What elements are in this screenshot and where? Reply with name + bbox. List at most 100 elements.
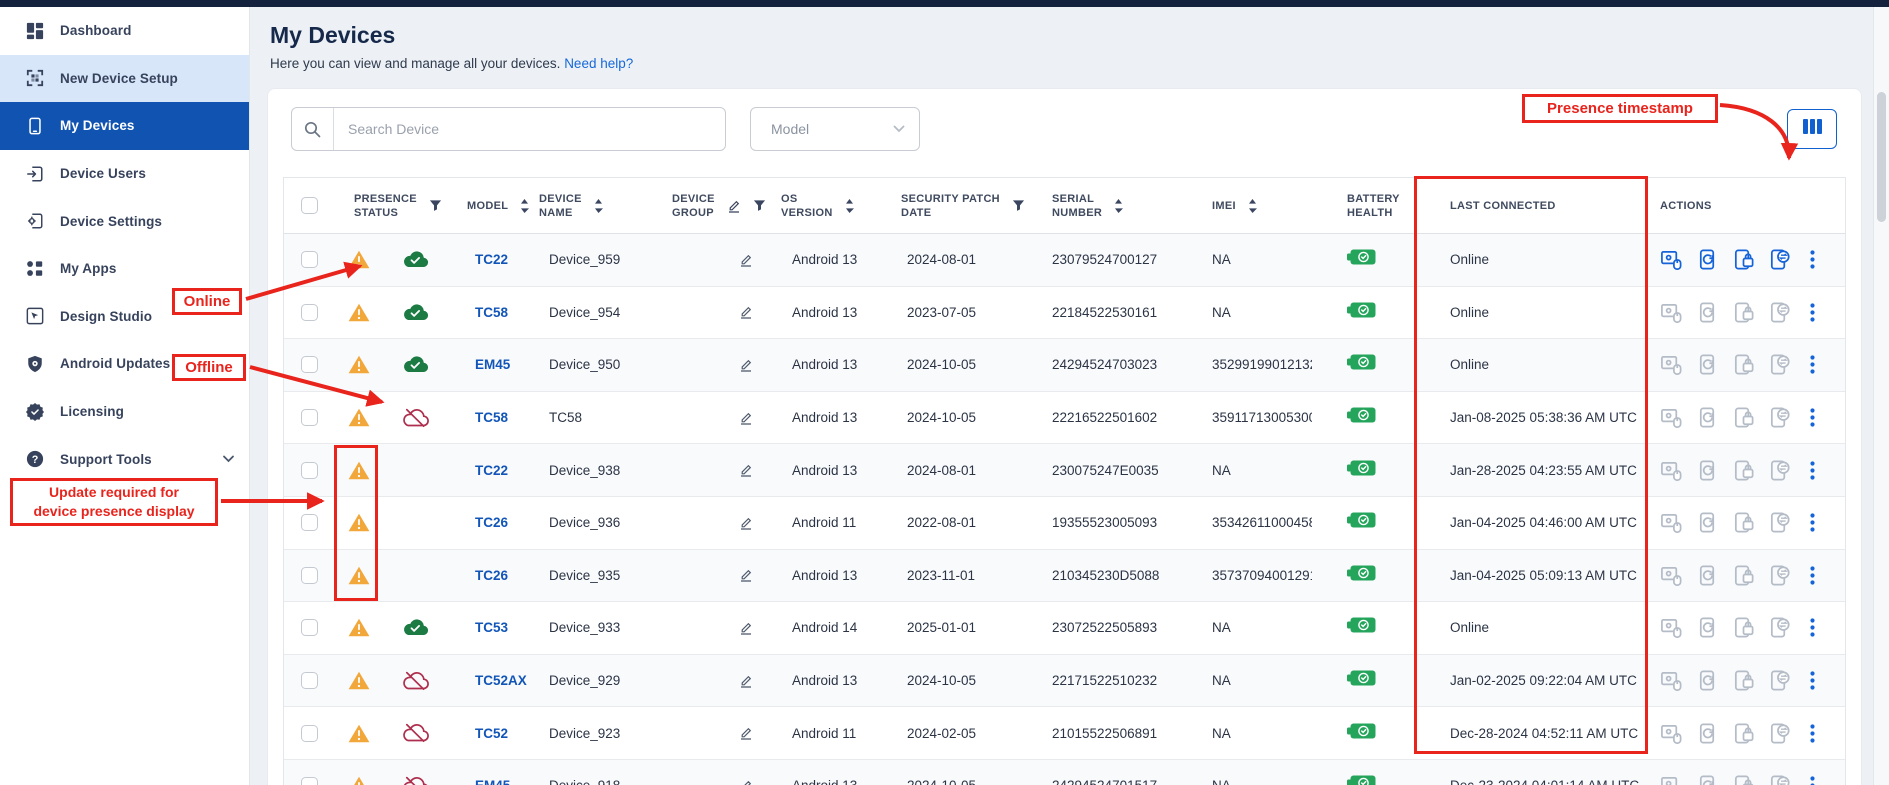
- reboot-device-action-icon[interactable]: [1696, 669, 1719, 692]
- reboot-device-action-icon[interactable]: [1696, 353, 1719, 376]
- reboot-device-action-icon[interactable]: [1696, 459, 1719, 482]
- row-checkbox[interactable]: [300, 619, 318, 637]
- sort-icon[interactable]: [594, 198, 603, 213]
- more-actions-kebab-icon[interactable]: [1810, 724, 1815, 743]
- lock-device-action-icon[interactable]: [1732, 564, 1755, 587]
- remote-view-action-icon[interactable]: [1660, 406, 1683, 429]
- more-actions-kebab-icon[interactable]: [1810, 408, 1815, 427]
- remote-view-action-icon[interactable]: [1660, 511, 1683, 534]
- model-link[interactable]: TC26: [475, 515, 509, 531]
- sort-icon[interactable]: [845, 198, 854, 213]
- model-link[interactable]: TC22: [475, 462, 509, 478]
- message-device-action-icon[interactable]: [1768, 669, 1791, 692]
- model-link[interactable]: TC53: [475, 620, 509, 636]
- more-actions-kebab-icon[interactable]: [1810, 671, 1815, 690]
- edit-device-group-icon[interactable]: [739, 253, 753, 267]
- more-actions-kebab-icon[interactable]: [1810, 776, 1815, 785]
- more-actions-kebab-icon[interactable]: [1810, 303, 1815, 322]
- model-filter-dropdown[interactable]: Model: [750, 107, 920, 151]
- remote-view-action-icon[interactable]: [1660, 353, 1683, 376]
- remote-view-action-icon[interactable]: [1660, 459, 1683, 482]
- sidebar-item-dashboard[interactable]: Dashboard: [0, 7, 249, 55]
- remote-view-action-icon[interactable]: [1660, 669, 1683, 692]
- column-settings-button[interactable]: [1787, 109, 1837, 149]
- reboot-device-action-icon[interactable]: [1696, 248, 1719, 271]
- sidebar-item-my-apps[interactable]: My Apps: [0, 245, 249, 293]
- model-link[interactable]: TC58: [475, 410, 509, 426]
- row-checkbox[interactable]: [300, 251, 318, 269]
- message-device-action-icon[interactable]: [1768, 511, 1791, 534]
- message-device-action-icon[interactable]: [1768, 248, 1791, 271]
- sidebar-item-device-settings[interactable]: Device Settings: [0, 197, 249, 245]
- edit-device-group-icon[interactable]: [739, 358, 753, 372]
- search-input[interactable]: [334, 108, 725, 150]
- reboot-device-action-icon[interactable]: [1696, 406, 1719, 429]
- edit-device-group-icon[interactable]: [739, 463, 753, 477]
- more-actions-kebab-icon[interactable]: [1810, 355, 1815, 375]
- more-actions-kebab-icon[interactable]: [1810, 250, 1815, 269]
- message-device-action-icon[interactable]: [1768, 722, 1791, 745]
- sidebar-item-new-device-setup[interactable]: New Device Setup: [0, 54, 249, 103]
- row-checkbox[interactable]: [300, 514, 318, 532]
- lock-device-action-icon[interactable]: [1732, 353, 1755, 376]
- model-link[interactable]: TC52AX: [475, 673, 527, 689]
- model-link[interactable]: TC26: [475, 567, 509, 583]
- model-link[interactable]: TC58: [475, 304, 509, 320]
- filter-icon[interactable]: [429, 199, 442, 212]
- message-device-action-icon[interactable]: [1768, 774, 1791, 785]
- edit-icon[interactable]: [727, 199, 741, 213]
- edit-device-group-icon[interactable]: [739, 516, 753, 530]
- model-link[interactable]: EM45: [475, 778, 510, 785]
- filter-icon[interactable]: [753, 199, 766, 212]
- row-checkbox[interactable]: [300, 777, 318, 785]
- sort-icon[interactable]: [1248, 198, 1257, 213]
- page-scrollbar[interactable]: [1873, 7, 1889, 785]
- message-device-action-icon[interactable]: [1768, 406, 1791, 429]
- edit-device-group-icon[interactable]: [739, 568, 753, 583]
- reboot-device-action-icon[interactable]: [1696, 722, 1719, 745]
- model-link[interactable]: TC22: [475, 252, 509, 268]
- message-device-action-icon[interactable]: [1768, 353, 1791, 376]
- row-checkbox[interactable]: [300, 566, 318, 584]
- select-all-checkbox[interactable]: [300, 197, 318, 214]
- lock-device-action-icon[interactable]: [1732, 774, 1755, 785]
- row-checkbox[interactable]: [300, 461, 318, 479]
- edit-device-group-icon[interactable]: [739, 621, 753, 635]
- more-actions-kebab-icon[interactable]: [1810, 461, 1815, 480]
- row-checkbox[interactable]: [300, 409, 318, 427]
- model-link[interactable]: EM45: [475, 357, 511, 373]
- sidebar-item-my-devices[interactable]: My Devices: [0, 102, 249, 150]
- edit-device-group-icon[interactable]: [739, 305, 753, 320]
- remote-view-action-icon[interactable]: [1660, 301, 1683, 324]
- lock-device-action-icon[interactable]: [1732, 406, 1755, 429]
- lock-device-action-icon[interactable]: [1732, 301, 1755, 324]
- row-checkbox[interactable]: [300, 356, 318, 374]
- lock-device-action-icon[interactable]: [1732, 511, 1755, 534]
- sort-icon[interactable]: [1114, 198, 1124, 213]
- reboot-device-action-icon[interactable]: [1696, 301, 1719, 324]
- message-device-action-icon[interactable]: [1768, 459, 1791, 482]
- need-help-link[interactable]: Need help?: [564, 56, 634, 71]
- lock-device-action-icon[interactable]: [1732, 669, 1755, 692]
- lock-device-action-icon[interactable]: [1732, 616, 1755, 639]
- more-actions-kebab-icon[interactable]: [1810, 513, 1815, 532]
- lock-device-action-icon[interactable]: [1732, 722, 1755, 745]
- lock-device-action-icon[interactable]: [1732, 459, 1755, 482]
- more-actions-kebab-icon[interactable]: [1810, 566, 1815, 585]
- sidebar-item-design-studio[interactable]: Design Studio: [0, 293, 249, 341]
- remote-view-action-icon[interactable]: [1660, 564, 1683, 587]
- message-device-action-icon[interactable]: [1768, 301, 1791, 324]
- edit-device-group-icon[interactable]: [739, 726, 753, 740]
- remote-view-action-icon[interactable]: [1660, 774, 1683, 785]
- scrollbar-thumb[interactable]: [1877, 92, 1886, 222]
- remote-view-action-icon[interactable]: [1660, 616, 1683, 639]
- message-device-action-icon[interactable]: [1768, 616, 1791, 639]
- reboot-device-action-icon[interactable]: [1696, 616, 1719, 639]
- model-link[interactable]: TC52: [475, 725, 509, 741]
- reboot-device-action-icon[interactable]: [1696, 511, 1719, 534]
- more-actions-kebab-icon[interactable]: [1810, 618, 1815, 638]
- remote-view-action-icon[interactable]: [1660, 722, 1683, 745]
- sidebar-item-device-users[interactable]: Device Users: [0, 150, 249, 198]
- sidebar-item-android-updates[interactable]: Android Updates: [0, 340, 249, 388]
- remote-view-action-icon[interactable]: [1660, 248, 1683, 271]
